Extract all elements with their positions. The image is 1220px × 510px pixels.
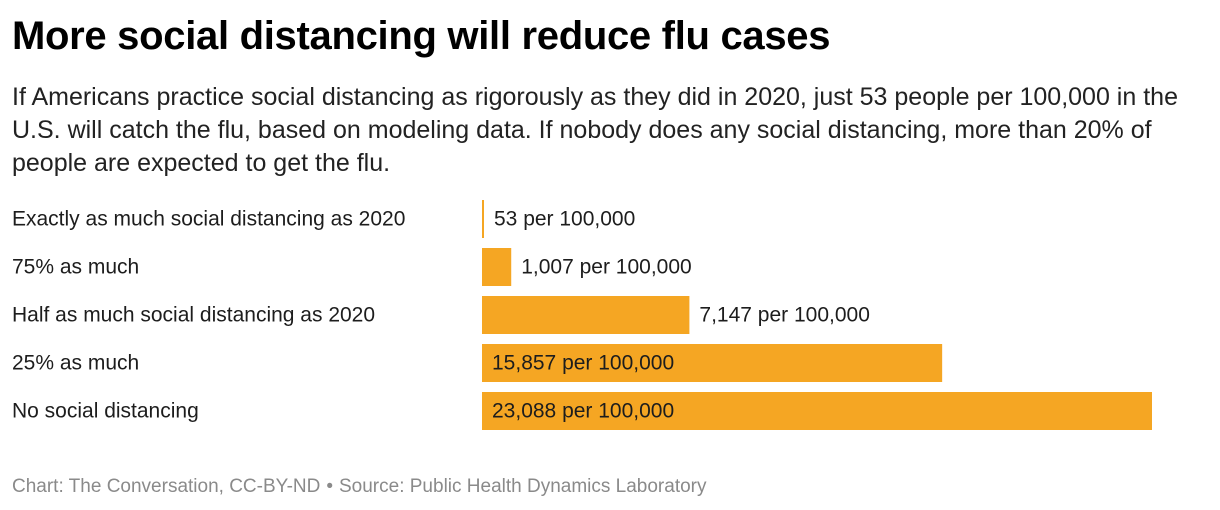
value-label: 15,857 per 100,000: [492, 352, 674, 375]
chart-subtitle: If Americans practice social distancing …: [12, 83, 1178, 177]
chart-footer: Chart: The Conversation, CC-BY-ND • Source…: [12, 474, 707, 500]
source-text: Source: Public Health Dynamics Laborator…: [339, 476, 707, 497]
chart-title: More social distancing will reduce flu c…: [12, 14, 831, 58]
category-label: Half as much social distancing as 2020: [12, 304, 375, 327]
bar-chart: Exactly as much social distancing as 202…: [12, 200, 1152, 430]
bar-row: Half as much social distancing as 2020 7,…: [12, 296, 870, 334]
bar: [482, 200, 484, 238]
value-label: 23,088 per 100,000: [492, 400, 674, 423]
bar-row: 75% as much 1,007 per 100,000: [12, 248, 692, 286]
category-label: Exactly as much social distancing as 202…: [12, 208, 405, 231]
footer-separator: •: [326, 476, 333, 497]
credit-text: Chart: The Conversation, CC-BY-ND: [12, 476, 321, 497]
value-label: 1,007 per 100,000: [521, 256, 691, 279]
category-label: 25% as much: [12, 352, 139, 375]
bar: [482, 344, 943, 382]
bar: [482, 392, 1152, 430]
bar: [482, 248, 512, 286]
bar-row: Exactly as much social distancing as 202…: [12, 200, 635, 238]
category-label: No social distancing: [12, 400, 199, 423]
bar: [482, 296, 690, 334]
bar-row: 25% as much 15,857 per 100,000: [12, 344, 943, 382]
value-label: 53 per 100,000: [494, 208, 635, 231]
value-label: 7,147 per 100,000: [699, 304, 869, 327]
bar-row: No social distancing 23,088 per 100,000: [12, 392, 1152, 430]
category-label: 75% as much: [12, 256, 139, 279]
